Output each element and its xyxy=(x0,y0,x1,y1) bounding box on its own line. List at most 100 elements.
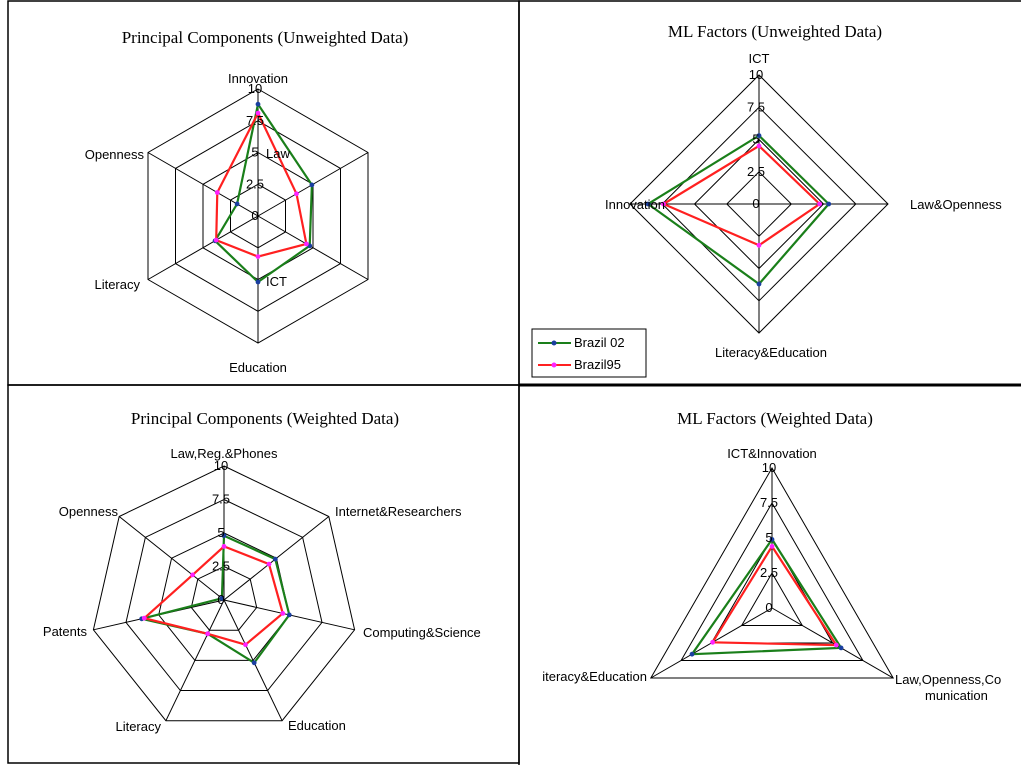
axis-label-line: Openness xyxy=(59,504,119,519)
axis-label: Innovation xyxy=(605,197,665,212)
axis-label: Education xyxy=(229,360,287,375)
axis-label-line: ICT xyxy=(749,51,770,66)
data-point-brazil02 xyxy=(645,201,651,207)
data-point-brazil02 xyxy=(219,595,225,601)
axis-label-line: Law xyxy=(266,146,290,161)
chart-title-ml-unweighted: ML Factors (Unweighted Data) xyxy=(668,22,882,41)
data-point-brazil02 xyxy=(286,612,292,618)
data-point-brazil95 xyxy=(756,143,762,149)
grid-ring-2-5 xyxy=(190,565,258,631)
axis-label-line: Literacy&Education xyxy=(715,345,827,360)
data-point-brazil02 xyxy=(234,201,240,207)
tick-label: 7.5 xyxy=(212,492,230,507)
series-line-brazil02 xyxy=(689,537,844,656)
legend-label-brazil02: Brazil 02 xyxy=(574,335,625,350)
data-point-brazil95 xyxy=(221,544,227,549)
tick-label: 5 xyxy=(251,145,258,160)
panel-border-top-right xyxy=(518,0,1021,386)
series-line-brazil95 xyxy=(661,144,822,247)
axis-spoke xyxy=(147,152,259,217)
tick-label: 0 xyxy=(752,196,759,211)
series-line-brazil02 xyxy=(141,534,291,665)
tick-label: 10 xyxy=(749,67,763,82)
panel-border-top-left xyxy=(7,0,520,386)
data-point-brazil02 xyxy=(309,182,315,188)
axis-label: Openness xyxy=(85,147,145,162)
data-point-brazil95 xyxy=(243,642,248,648)
data-point-brazil95 xyxy=(213,237,219,243)
data-point-brazil95 xyxy=(661,201,666,207)
axis-label: Law,Openness,Co munication xyxy=(895,672,1001,703)
tick-label: 2.5 xyxy=(212,559,230,574)
tick-label: 10 xyxy=(214,458,228,473)
tick-label: 0 xyxy=(765,600,772,615)
axis-label-line: Law&Openness xyxy=(910,197,1002,212)
axis-spoke xyxy=(771,607,894,679)
data-point-brazil02 xyxy=(251,660,257,666)
legend-box xyxy=(531,328,647,378)
axis-spoke xyxy=(257,215,369,280)
data-point-brazil95 xyxy=(205,631,211,637)
data-point-brazil95 xyxy=(214,190,220,195)
axis-label-line: Education xyxy=(229,360,287,375)
tick-label: 7.5 xyxy=(747,99,765,114)
tick-label: 2.5 xyxy=(246,176,264,191)
axis-label-line: Innovation xyxy=(228,71,288,86)
axis-label: ICT xyxy=(749,51,770,66)
tick-label: 2.5 xyxy=(747,164,765,179)
axis-label: Patents xyxy=(43,624,88,639)
data-point-brazil95 xyxy=(769,544,775,549)
grid-ring-10 xyxy=(649,466,895,679)
axis-label-line: Law,Reg.&Phones xyxy=(171,446,278,461)
axis-label: ICT xyxy=(266,274,287,289)
axis-label: Openness xyxy=(59,504,119,519)
tick-label: 2.5 xyxy=(760,565,778,580)
tick-label: 5 xyxy=(217,525,224,540)
tick-label: 5 xyxy=(752,132,759,147)
series-line-brazil95 xyxy=(142,545,285,646)
tick-label: 0 xyxy=(217,592,224,607)
chart-title-pc-unweighted: Principal Components (Unweighted Data) xyxy=(122,28,409,47)
axis-label: Literacy xyxy=(94,277,140,292)
series-line-brazil95 xyxy=(710,544,839,647)
legend-label-brazil95: Brazil95 xyxy=(574,357,621,372)
axis-spoke xyxy=(165,599,225,721)
data-point-brazil95 xyxy=(304,241,309,247)
data-point-brazil95 xyxy=(141,615,147,621)
legend-marker-brazil95 xyxy=(551,362,557,368)
data-point-brazil02 xyxy=(756,281,762,287)
axis-label-line: ICT&Innovation xyxy=(727,446,817,461)
data-point-brazil95 xyxy=(294,191,299,197)
axis-label-line: ICT xyxy=(266,274,287,289)
data-point-brazil02 xyxy=(255,101,261,107)
data-point-brazil95 xyxy=(255,110,261,116)
data-point-brazil02 xyxy=(221,533,227,539)
data-point-brazil02 xyxy=(272,556,278,562)
grid-ring-7-5 xyxy=(680,501,864,661)
axis-label: Innovation xyxy=(228,71,288,86)
data-point-brazil95 xyxy=(190,572,196,578)
data-point-brazil02 xyxy=(255,279,261,285)
axis-label: ICT&Innovation xyxy=(727,446,817,461)
axis-label-line: Internet&Researchers xyxy=(335,504,462,519)
axis-label-line: Patents xyxy=(43,624,88,639)
tick-label: 10 xyxy=(248,81,262,96)
tick-label: 10 xyxy=(762,460,776,475)
panel-border-bottom-left xyxy=(7,384,520,764)
axis-label: Law xyxy=(266,146,290,161)
axis-label: Literacy&Education xyxy=(715,345,827,360)
data-point-brazil95 xyxy=(266,561,272,567)
axis-label: iteracy&Education xyxy=(542,669,647,684)
data-point-brazil95 xyxy=(710,639,715,645)
axis-label: Internet&Researchers xyxy=(335,504,462,519)
axis-label: Computing&Science xyxy=(363,625,481,640)
data-point-brazil02 xyxy=(769,537,775,542)
axis-label-line: Literacy xyxy=(115,719,161,734)
axis-label: Education xyxy=(288,718,346,733)
axis-label-line: munication xyxy=(925,688,988,703)
